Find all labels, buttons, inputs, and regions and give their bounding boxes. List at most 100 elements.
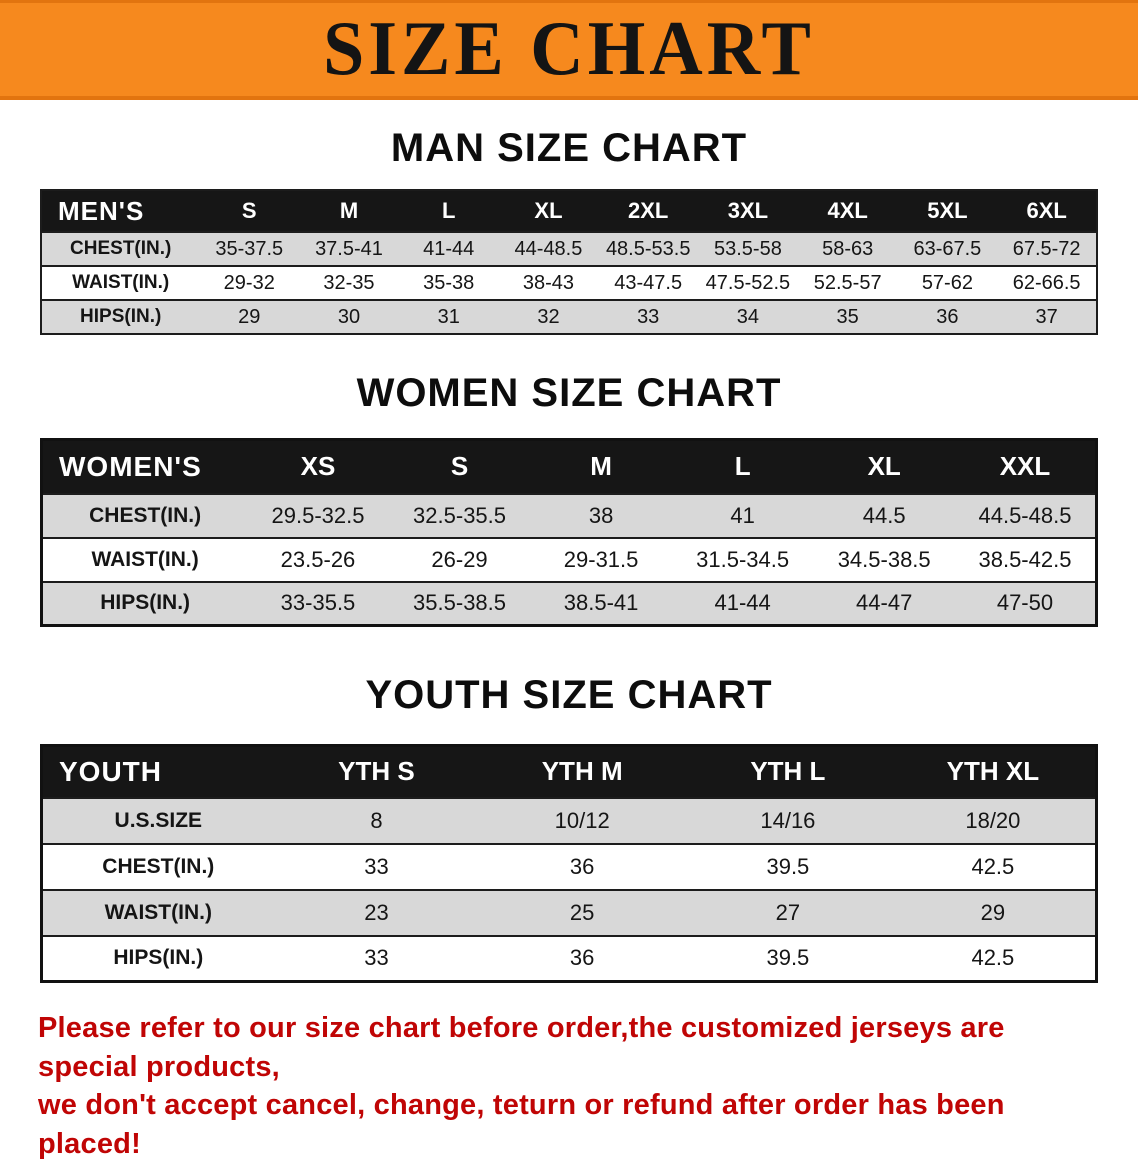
size-header-cell: S xyxy=(388,439,531,494)
value-cell: 41 xyxy=(730,502,755,528)
value-cell: 38 xyxy=(588,502,614,528)
value-cell: 32.5-35.5 xyxy=(413,502,507,528)
row-label-cell: WAIST(IN.) xyxy=(91,547,199,571)
value-cell: 36 xyxy=(569,853,595,879)
size-header-cell: YTH S xyxy=(273,745,480,798)
value-cell: 34 xyxy=(736,305,760,328)
size-header-cell: 6XL xyxy=(997,190,1097,232)
men-size-section: MAN SIZE CHART MEN'S S M L XL 2XL 3XL 4XL 5XL 6XL… xyxy=(0,100,1138,335)
order-policy-line-2: we don't accept cancel, change, teturn o… xyxy=(38,1089,1005,1160)
men-section-title: MAN SIZE CHART xyxy=(390,126,748,170)
order-policy-notice: Please refer to our size chart before or… xyxy=(38,1009,1100,1163)
banner-title: SIZE CHART xyxy=(323,5,815,93)
row-label-cell: U.S.SIZE xyxy=(114,808,203,832)
value-cell: 37.5-41 xyxy=(315,237,383,260)
value-cell: 32-35 xyxy=(323,271,375,294)
table-header-row: WOMEN'S XS S M L XL XXL xyxy=(41,439,1097,494)
value-cell: 41-44 xyxy=(714,590,771,616)
table-row: CHEST(IN.) 35-37.5 37.5-41 41-44 44-48.5 48.5… xyxy=(41,232,1097,266)
value-cell: 53.5-58 xyxy=(714,237,782,260)
table-row: HIPS(IN.) 29 30 31 32 33 34 35 36 37 xyxy=(41,300,1097,334)
value-cell: 18/20 xyxy=(965,807,1021,833)
table-title-cell: MEN'S xyxy=(41,190,200,232)
row-label-cell: CHEST(IN.) xyxy=(70,238,172,259)
value-cell: 29-32 xyxy=(223,271,275,294)
value-cell: 36 xyxy=(569,945,595,971)
value-cell: 25 xyxy=(569,899,595,925)
value-cell: 39.5 xyxy=(766,853,810,879)
value-cell: 62-66.5 xyxy=(1012,271,1081,294)
size-header-cell: YTH M xyxy=(479,745,686,798)
value-cell: 33 xyxy=(364,945,389,971)
table-row: HIPS(IN.) 33-35.5 35.5-38.5 38.5-41 41-44 44-… xyxy=(41,581,1097,626)
size-header-cell: XL xyxy=(813,439,955,494)
value-cell: 26-29 xyxy=(431,546,488,572)
table-row: WAIST(IN.) 23 25 27 29 xyxy=(41,889,1097,936)
value-cell: 52.5-57 xyxy=(813,271,882,294)
table-row: CHEST(IN.) 33 36 39.5 42.5 xyxy=(41,843,1097,890)
value-cell: 32 xyxy=(537,305,560,328)
table-title-cell: YOUTH xyxy=(41,745,274,798)
row-label-cell: WAIST(IN.) xyxy=(104,900,212,924)
row-label-cell: HIPS(IN.) xyxy=(100,591,191,615)
size-header-cell: L xyxy=(671,439,814,494)
value-cell: 35.5-38.5 xyxy=(413,590,507,616)
men-size-table: MEN'S S M L XL 2XL 3XL 4XL 5XL 6XL CHEST(IN.) 35-37… xyxy=(40,189,1098,335)
value-cell: 14/16 xyxy=(760,807,816,833)
row-label-cell: HIPS(IN.) xyxy=(113,946,204,970)
table-row: HIPS(IN.) 33 36 39.5 42.5 xyxy=(41,935,1097,982)
value-cell: 44.5 xyxy=(862,502,906,528)
value-cell: 67.5-72 xyxy=(1012,237,1081,260)
value-cell: 44-47 xyxy=(856,590,913,616)
table-title-cell: WOMEN'S xyxy=(41,439,248,494)
row-label-cell: HIPS(IN.) xyxy=(80,306,162,327)
table-row: CHEST(IN.) 29.5-32.5 32.5-35.5 38 41 44.5 44.5… xyxy=(41,493,1097,538)
table-row: U.S.SIZE 8 10/12 14/16 18/20 xyxy=(41,797,1097,844)
value-cell: 10/12 xyxy=(554,807,610,833)
value-cell: 47.5-52.5 xyxy=(705,271,791,294)
row-label-cell: CHEST(IN.) xyxy=(102,854,215,878)
value-cell: 37 xyxy=(1035,305,1058,328)
size-header-cell: 3XL xyxy=(698,190,798,232)
size-header-cell: 4XL xyxy=(797,190,898,232)
value-cell: 42.5 xyxy=(971,853,1015,879)
table-header-row: MEN'S S M L XL 2XL 3XL 4XL 5XL 6XL xyxy=(41,190,1097,232)
value-cell: 35-37.5 xyxy=(215,237,284,260)
value-cell: 35 xyxy=(836,305,859,328)
value-cell: 44.5-48.5 xyxy=(978,502,1072,528)
size-header-cell: XL xyxy=(498,190,599,232)
value-cell: 23 xyxy=(364,899,389,925)
value-cell: 36 xyxy=(936,305,959,328)
value-cell: 8 xyxy=(370,807,383,833)
size-header-cell: YTH XL xyxy=(890,745,1097,798)
order-policy-line-1: Please refer to our size chart before or… xyxy=(38,1012,1005,1083)
size-header-cell: 2XL xyxy=(598,190,699,232)
value-cell: 29.5-32.5 xyxy=(271,502,365,528)
row-label-cell: CHEST(IN.) xyxy=(89,503,202,527)
size-header-cell: M xyxy=(530,439,672,494)
table-header-row: YOUTH YTH S YTH M YTH L YTH XL xyxy=(41,745,1097,798)
size-header-cell: M xyxy=(299,190,399,232)
value-cell: 23.5-26 xyxy=(280,546,356,572)
size-header-cell: YTH L xyxy=(685,745,891,798)
value-cell: 27 xyxy=(775,899,801,925)
value-cell: 33-35.5 xyxy=(280,590,356,616)
value-cell: 29 xyxy=(980,899,1006,925)
value-cell: 41-44 xyxy=(423,237,475,260)
size-header-cell: L xyxy=(398,190,499,232)
value-cell: 38.5-42.5 xyxy=(978,546,1072,572)
size-header-cell: S xyxy=(199,190,300,232)
value-cell: 43-47.5 xyxy=(614,271,683,294)
value-cell: 58-63 xyxy=(822,237,874,260)
size-header-cell: 5XL xyxy=(897,190,998,232)
size-header-cell: XS xyxy=(247,439,389,494)
value-cell: 63-67.5 xyxy=(913,237,982,260)
value-cell: 57-62 xyxy=(921,271,973,294)
value-cell: 35-38 xyxy=(423,271,475,294)
size-chart-banner: SIZE CHART xyxy=(0,0,1138,100)
youth-size-table: YOUTH YTH S YTH M YTH L YTH XL U.S.SIZE 8 10/12… xyxy=(40,744,1098,983)
women-size-table: WOMEN'S XS S M L XL XXL CHEST(IN.) 29.5-32.5 32.5… xyxy=(40,438,1098,627)
value-cell: 47-50 xyxy=(996,590,1054,616)
value-cell: 29 xyxy=(238,305,261,328)
size-header-cell: XXL xyxy=(954,439,1097,494)
